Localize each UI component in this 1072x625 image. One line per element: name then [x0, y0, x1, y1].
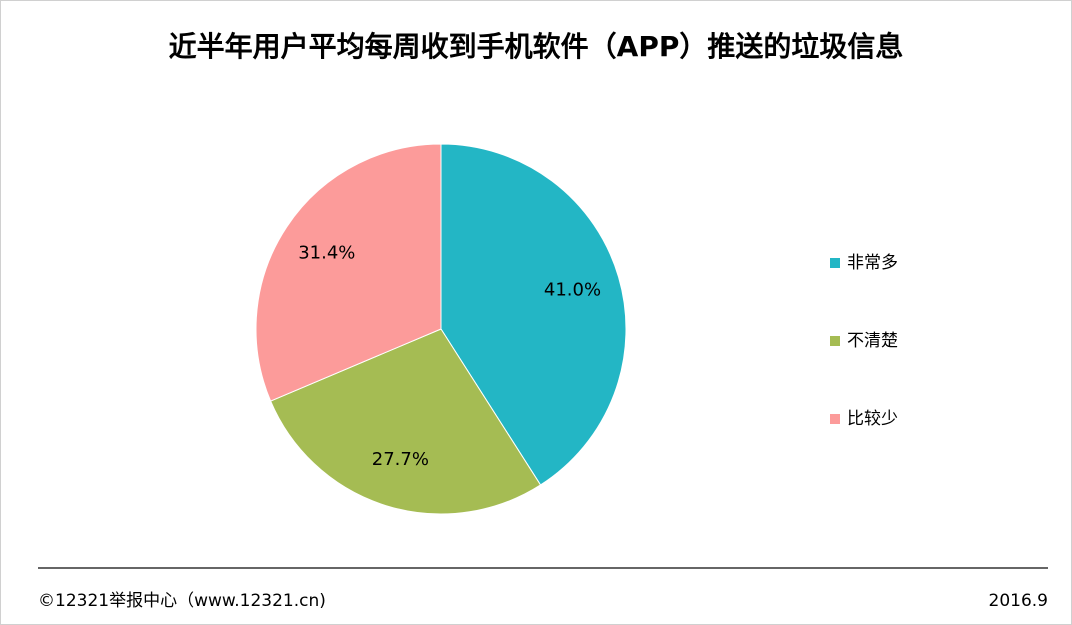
source: ©12321举报中心（www.12321.cn) — [38, 591, 326, 611]
data-label: 31.4% — [298, 242, 355, 263]
chart-title: 近半年用户平均每周收到手机软件（APP）推送的垃圾信息 — [169, 30, 904, 63]
pie-slice — [440, 143, 627, 486]
legend-label: 非常多 — [847, 253, 898, 273]
pie-slice — [269, 328, 542, 515]
data-label: 27.7% — [372, 449, 429, 470]
legend-swatch — [830, 336, 840, 346]
legend-swatch — [830, 258, 840, 268]
legend-label: 不清楚 — [847, 331, 898, 351]
date: 2016.9 — [989, 591, 1048, 611]
legend-swatch — [830, 414, 840, 424]
data-label: 41.0% — [544, 280, 601, 301]
legend-label: 比较少 — [847, 409, 898, 429]
pie-slice — [255, 143, 442, 402]
